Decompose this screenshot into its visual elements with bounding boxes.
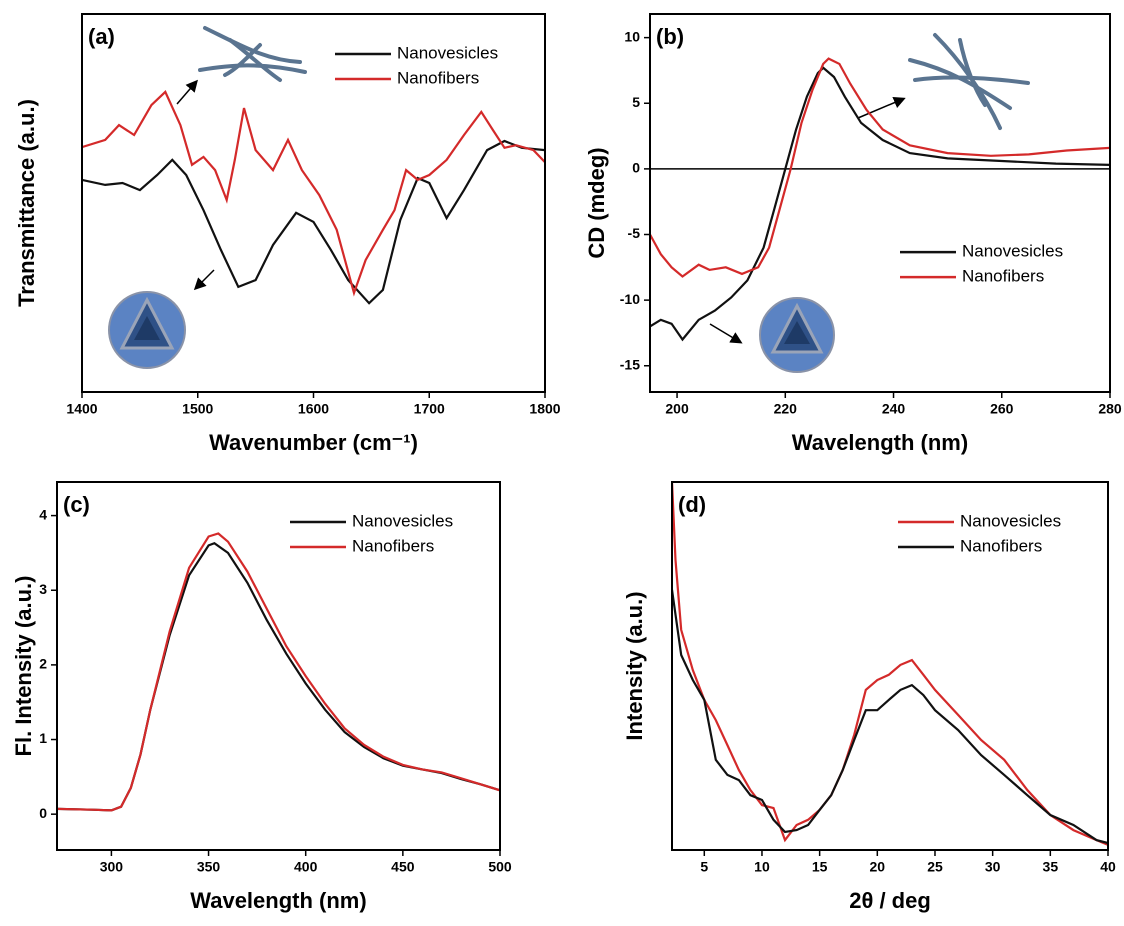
y-tick-label: 5 (632, 94, 640, 110)
y-tick-label: -10 (620, 291, 640, 307)
x-tick-label: 1800 (529, 401, 560, 417)
x-axis-label: Wavenumber (cm⁻¹) (209, 430, 418, 455)
fiber-icon (908, 33, 1030, 130)
plot-frame (671, 481, 1109, 851)
data-line (82, 90, 545, 297)
x-tick-label: 1700 (414, 401, 445, 417)
x-tick-label: 200 (665, 401, 689, 417)
x-tick-label: 220 (774, 401, 798, 417)
x-tick-label: 240 (882, 401, 906, 417)
legend-label: Nanofibers (397, 68, 479, 87)
vesicle-icon (759, 297, 835, 373)
plot-frame (81, 13, 546, 393)
y-tick-label: 0 (39, 805, 47, 821)
panel-label: (a) (88, 24, 115, 49)
x-axis-label: 2θ / deg (849, 888, 931, 913)
panel-label: (b) (656, 24, 684, 49)
plot-frame (56, 481, 501, 851)
data-line (672, 482, 1108, 846)
x-tick-label: 40 (1100, 859, 1116, 875)
data-line (672, 589, 1108, 845)
x-tick-label: 1500 (182, 401, 213, 417)
arrow (176, 79, 198, 105)
y-tick-label: 10 (624, 28, 640, 44)
y-tick-label: -15 (620, 356, 640, 372)
y-axis-label: Transmittance (a.u.) (14, 99, 39, 307)
y-axis-label: Fl. Intensity (a.u.) (11, 576, 36, 757)
y-tick-label: 2 (39, 656, 47, 672)
x-tick-label: 35 (1043, 859, 1059, 875)
x-tick-label: 300 (100, 859, 124, 875)
x-tick-label: 1600 (298, 401, 329, 417)
x-tick-label: 350 (197, 859, 221, 875)
legend-label: Nanofibers (960, 536, 1042, 555)
data-line (82, 139, 545, 305)
x-tick-label: 25 (927, 859, 943, 875)
x-tick-label: 260 (990, 401, 1014, 417)
y-tick-label: 0 (632, 160, 640, 176)
fiber-icon (198, 26, 307, 82)
arrow (193, 269, 215, 291)
x-tick-label: 10 (754, 859, 770, 875)
panel-label: (c) (63, 492, 90, 517)
arrow (857, 96, 906, 119)
x-tick-label: 500 (488, 859, 512, 875)
x-tick-label: 5 (700, 859, 708, 875)
y-axis-label: Intensity (a.u.) (622, 591, 647, 740)
legend-label: Nanofibers (962, 267, 1044, 286)
y-tick-label: 1 (39, 730, 47, 746)
y-tick-label: 4 (39, 506, 47, 522)
x-tick-label: 1400 (66, 401, 97, 417)
data-line (650, 66, 1110, 342)
x-axis-label: Wavelength (nm) (190, 888, 366, 913)
x-tick-label: 30 (985, 859, 1001, 875)
y-tick-label: 3 (39, 581, 47, 597)
x-tick-label: 280 (1098, 401, 1122, 417)
data-line (57, 532, 500, 812)
panel-label: (d) (678, 492, 706, 517)
legend-label: Nanovesicles (397, 43, 498, 62)
y-tick-label: -5 (628, 225, 641, 241)
x-axis-label: Wavelength (nm) (792, 430, 968, 455)
x-tick-label: 20 (870, 859, 886, 875)
legend-label: Nanovesicles (960, 511, 1061, 530)
y-axis-label: CD (mdeg) (584, 147, 609, 258)
data-line (650, 57, 1110, 278)
vesicle-icon (108, 291, 186, 369)
legend-label: Nanovesicles (352, 511, 453, 530)
x-tick-label: 400 (294, 859, 318, 875)
plot-frame (649, 13, 1111, 393)
x-tick-label: 15 (812, 859, 828, 875)
legend-label: Nanofibers (352, 536, 434, 555)
legend-label: Nanovesicles (962, 242, 1063, 261)
arrow (709, 323, 743, 344)
x-tick-label: 450 (391, 859, 415, 875)
